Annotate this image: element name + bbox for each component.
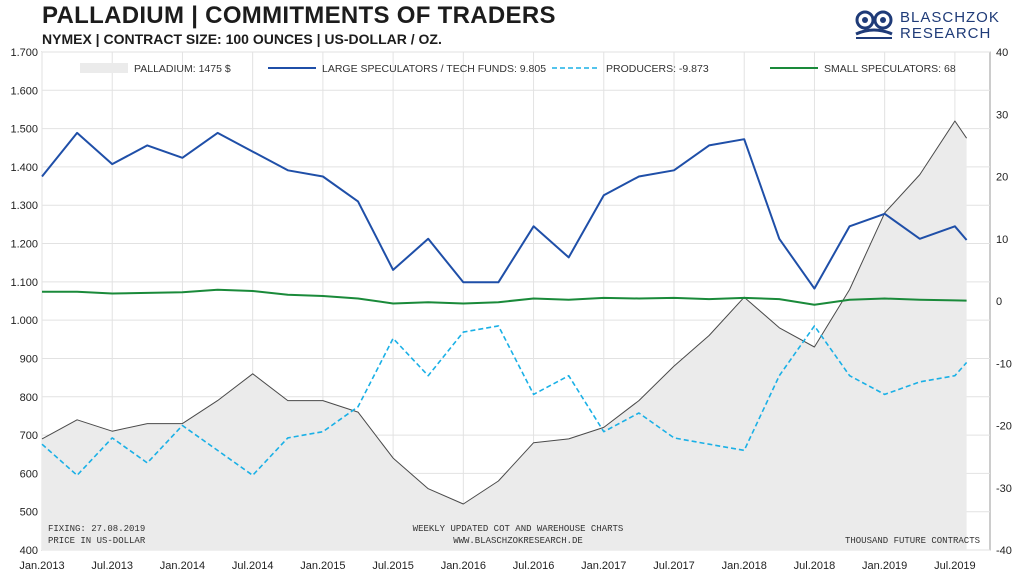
left-tick-label: 1.700: [10, 47, 38, 59]
footer-center-line2: WWW.BLASCHZOKRESEARCH.DE: [453, 536, 583, 546]
right-tick-label: -30: [996, 483, 1012, 495]
footer-price-note: PRICE IN US-DOLLAR: [48, 536, 146, 546]
x-tick-label: Jan.2017: [581, 560, 626, 572]
x-tick-label: Jul.2017: [653, 560, 695, 572]
right-tick-label: 0: [996, 296, 1002, 308]
right-axis-ticks: -40 -30 -20 -10 0 10 20 30 40: [996, 47, 1012, 557]
left-tick-label: 1.100: [10, 277, 38, 289]
right-tick-label: -20: [996, 421, 1012, 433]
left-tick-label: 1.600: [10, 85, 38, 97]
x-tick-label: Jan.2015: [300, 560, 345, 572]
left-tick-label: 800: [20, 392, 38, 404]
left-tick-label: 500: [20, 507, 38, 519]
large-speculators-line: [41, 131, 968, 290]
x-tick-label: Jul.2014: [232, 560, 274, 572]
x-tick-label: Jan.2018: [722, 560, 767, 572]
left-tick-label: 1.200: [10, 239, 38, 251]
chart-title: PALLADIUM | COMMITMENTS OF TRADERS: [42, 2, 556, 29]
right-tick-label: 10: [996, 234, 1008, 246]
left-tick-label: 700: [20, 430, 38, 442]
left-axis-ticks: 400 500 600 700 800 900 1.000 1.100 1.200 1.300 1.…: [10, 47, 38, 557]
x-tick-label: Jul.2016: [513, 560, 555, 572]
x-tick-label: Jul.2013: [91, 560, 133, 572]
chart-subtitle: NYMEX | CONTRACT SIZE: 100 OUNCES | US-D…: [42, 31, 442, 47]
price-area-series-fill: [42, 121, 967, 550]
price-area-series: [41, 120, 968, 505]
legend-swatch: [80, 63, 128, 73]
x-tick-label: Jul.2018: [794, 560, 836, 572]
x-tick-label: Jan.2019: [862, 560, 907, 572]
blaschzok-logo: BLASCHZOK RESEARCH: [852, 6, 1022, 46]
left-tick-label: 1.500: [10, 124, 38, 136]
left-tick-label: 400: [20, 545, 38, 557]
footer-fixing: FIXING: 27.08.2019: [48, 524, 145, 534]
x-tick-label: Jul.2019: [934, 560, 976, 572]
x-axis-ticks: Jan.2013 Jul.2013 Jan.2014 Jul.2014 Jan.2015…: [19, 560, 975, 572]
producers-line: [41, 325, 968, 477]
left-tick-label: 1.400: [10, 162, 38, 174]
series-layer: [41, 120, 968, 550]
left-tick-label: 1.000: [10, 315, 38, 327]
legend-item-large-speculators: LARGE SPECULATORS / TECH FUNDS: 9.805: [322, 63, 546, 75]
right-tick-label: 30: [996, 109, 1008, 121]
small-speculators-line: [42, 288, 967, 306]
owl-logo-icon: [855, 10, 893, 39]
x-tick-label: Jan.2013: [19, 560, 64, 572]
x-tick-label: Jan.2016: [441, 560, 486, 572]
logo-text-line1: BLASCHZOK: [900, 9, 1000, 26]
x-tick-label: Jul.2015: [372, 560, 414, 572]
right-tick-label: 20: [996, 172, 1008, 184]
right-tick-label: -40: [996, 545, 1012, 557]
footer-right-note: THOUSAND FUTURE CONTRACTS: [845, 536, 980, 546]
footer-center-line1: WEEKLY UPDATED COT AND WAREHOUSE CHARTS: [413, 524, 624, 534]
left-tick-label: 1.300: [10, 200, 38, 212]
logo-text-line2: RESEARCH: [900, 25, 992, 42]
legend-item-producers: PRODUCERS: -9.873: [606, 63, 709, 75]
left-tick-label: 900: [20, 353, 38, 365]
legend-item-palladium: PALLADIUM: 1475 $: [134, 63, 231, 75]
legend-item-small-speculators: SMALL SPECULATORS: 68: [824, 63, 956, 75]
legend: PALLADIUM: 1475 $ LARGE SPECULATORS / TEC…: [80, 63, 956, 75]
right-tick-label: 40: [996, 47, 1008, 59]
right-tick-label: -10: [996, 358, 1012, 370]
x-tick-label: Jan.2014: [160, 560, 205, 572]
left-tick-label: 600: [20, 468, 38, 480]
